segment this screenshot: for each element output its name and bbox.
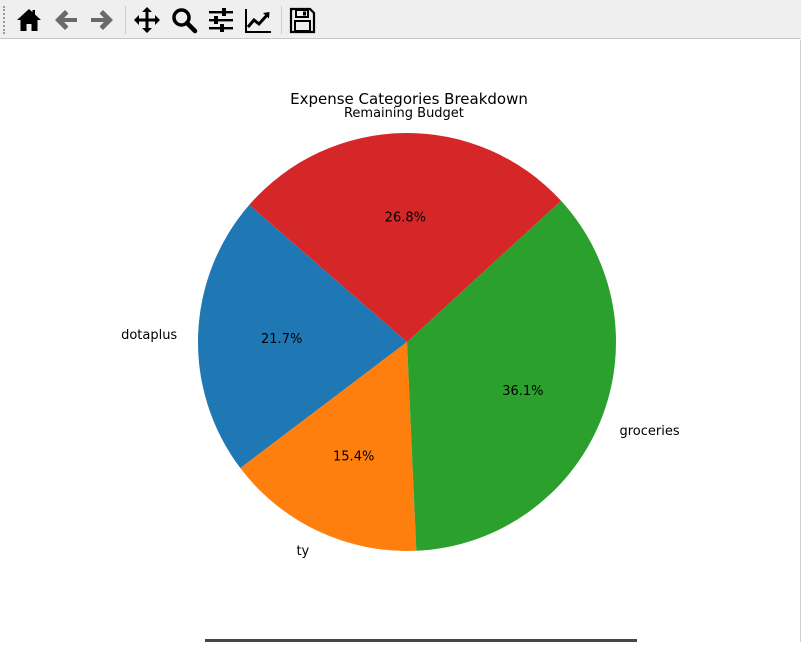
toolbar-separator — [125, 6, 126, 34]
floppy-disk-icon — [289, 7, 316, 34]
pie-slice-dotaplus — [197, 204, 407, 469]
pie-pct-label: 21.7% — [261, 332, 302, 347]
pie-category-label: ty — [296, 544, 309, 559]
zoom-button[interactable] — [168, 4, 200, 36]
back-button[interactable] — [50, 4, 82, 36]
configure-subplots-button[interactable] — [205, 4, 237, 36]
chart-title: Expense Categories Breakdown — [290, 90, 528, 108]
pie-slice-remaining-budget — [249, 133, 562, 342]
pie-category-label: Remaining Budget — [344, 106, 464, 121]
forward-button[interactable] — [86, 4, 118, 36]
move-icon — [134, 7, 160, 33]
arrow-left-icon — [55, 10, 77, 30]
save-button[interactable] — [286, 4, 318, 36]
pie-chart: Expense Categories Breakdown 21.7% dotapl… — [121, 90, 680, 559]
pie-labels: 21.7% dotaplus 15.4% ty 36.1% groceries 26.8% R… — [121, 106, 680, 559]
pie-pct-label: 36.1% — [502, 384, 543, 399]
edit-axis-button[interactable] — [242, 4, 274, 36]
toolbar-grip[interactable] — [3, 6, 7, 34]
line-chart-icon — [245, 9, 271, 33]
home-button[interactable] — [13, 4, 45, 36]
pie-pct-label: 26.8% — [385, 211, 426, 226]
pan-button[interactable] — [131, 4, 163, 36]
sliders-icon — [209, 8, 233, 32]
toolbar-separator — [281, 6, 282, 34]
navigation-toolbar — [0, 0, 801, 39]
pie-category-label: dotaplus — [121, 328, 177, 343]
pie-slice-ty — [240, 342, 417, 551]
taskbar-strip — [205, 639, 637, 642]
home-icon — [17, 9, 41, 31]
pie-category-label: groceries — [619, 424, 679, 439]
arrow-right-icon — [91, 10, 113, 30]
pie-slice-groceries — [407, 200, 617, 551]
magnifier-icon — [172, 8, 198, 34]
figure-canvas[interactable]: Expense Categories Breakdown 21.7% dotapl… — [0, 40, 801, 642]
pie-pct-label: 15.4% — [333, 450, 374, 465]
pie-slices — [197, 133, 617, 551]
